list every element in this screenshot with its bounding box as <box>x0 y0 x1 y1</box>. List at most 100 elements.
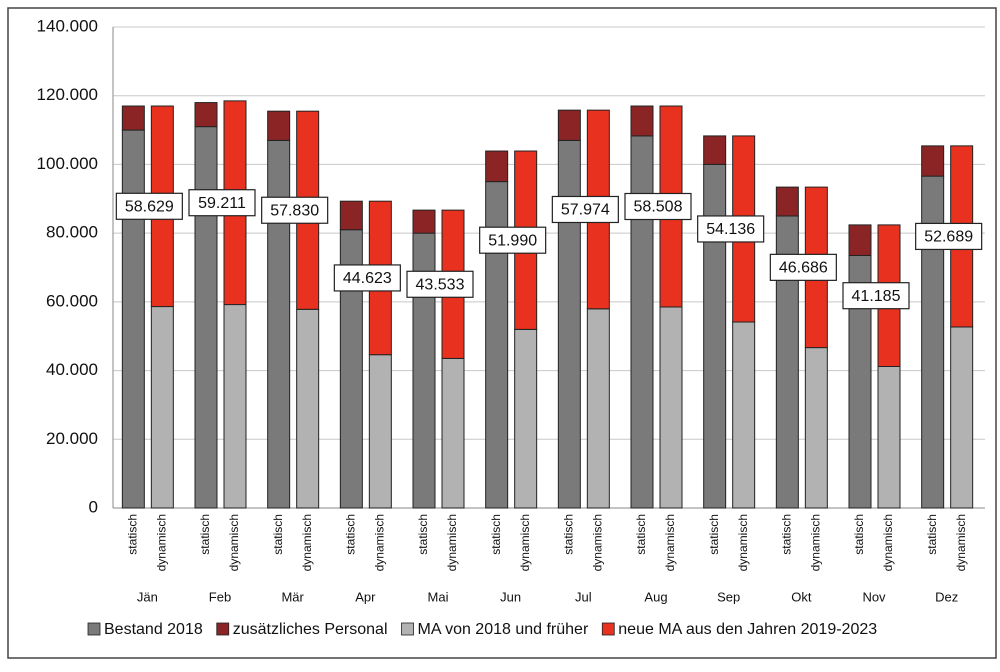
stack-label: statisch <box>634 514 648 555</box>
bar-segment <box>339 200 363 231</box>
stack-label: statisch <box>198 514 212 555</box>
value-label: 59.211 <box>198 195 246 212</box>
bar-segment <box>557 109 581 141</box>
bar-segment <box>630 105 654 137</box>
bar-segment <box>514 328 538 509</box>
x-tick-label: Nov <box>862 589 886 604</box>
x-tick-label: Jul <box>575 589 592 604</box>
x-tick-label: Okt <box>791 589 812 604</box>
bar-segment <box>659 306 683 509</box>
bar-segment <box>267 110 291 141</box>
x-tick-label: Mär <box>281 589 304 604</box>
value-label-box <box>551 195 619 224</box>
bar-segment <box>485 150 509 183</box>
value-label: 58.629 <box>125 199 174 216</box>
x-tick-label: Aug <box>644 589 667 604</box>
bar-segment <box>921 145 945 177</box>
stack-label: dynamisch <box>227 514 241 571</box>
value-label-box <box>842 282 910 310</box>
y-tick-label: 100.000 <box>37 154 98 173</box>
stack-label: dynamisch <box>663 514 677 571</box>
bar-segment <box>368 354 392 509</box>
stack-label: dynamisch <box>591 514 605 571</box>
value-label: 43.533 <box>416 276 465 293</box>
x-tick-label: Dez <box>935 589 958 604</box>
value-label-box <box>261 196 329 224</box>
bar-segment <box>877 366 901 509</box>
value-label: 52.689 <box>924 229 973 246</box>
bar-segment <box>121 105 145 131</box>
bar-segment <box>194 126 218 509</box>
x-tick-label: Apr <box>355 589 376 604</box>
stack-label: statisch <box>562 514 576 555</box>
legend: Bestand 2018 zusätzliches Personal MA von … <box>87 621 877 638</box>
legend-label: MA von 2018 und früher <box>418 621 589 638</box>
value-label: 46.686 <box>779 260 828 277</box>
value-label-box <box>915 222 983 251</box>
value-label-box <box>624 192 692 221</box>
stack-label: statisch <box>925 514 939 555</box>
stack-label: dynamisch <box>881 514 895 571</box>
value-label-box <box>769 253 837 281</box>
bar-segment <box>732 321 756 509</box>
bar-segment <box>223 304 247 509</box>
bar-segment <box>775 186 799 217</box>
stack-label: statisch <box>126 514 140 555</box>
bar-segment <box>950 326 974 509</box>
value-label-box <box>188 189 256 217</box>
bar-segment <box>703 135 727 165</box>
bar-segment <box>586 308 610 509</box>
stack-label: statisch <box>707 514 721 555</box>
stack-label: statisch <box>780 514 794 555</box>
y-tick-label: 20.000 <box>46 429 98 448</box>
x-tick-label: Jun <box>500 589 521 604</box>
stack-label: dynamisch <box>373 514 387 571</box>
bar-segment <box>150 306 174 509</box>
stack-label: statisch <box>416 514 430 555</box>
y-tick-label: 140.000 <box>37 16 98 35</box>
y-tick-label: 120.000 <box>37 85 98 104</box>
stack-label: dynamisch <box>809 514 823 571</box>
bar-segment <box>296 308 320 509</box>
value-label: 41.185 <box>852 288 901 305</box>
stack-label: dynamisch <box>518 514 532 571</box>
value-label-box <box>697 215 765 243</box>
chart-frame <box>7 7 997 659</box>
legend-swatch <box>601 622 615 636</box>
value-label: 58.508 <box>634 199 683 216</box>
legend-label: Bestand 2018 <box>104 621 203 638</box>
value-label: 57.974 <box>561 202 610 219</box>
value-label: 51.990 <box>488 232 537 249</box>
value-label: 57.830 <box>270 202 319 219</box>
bar-segment <box>804 347 828 509</box>
y-tick-label: 80.000 <box>46 223 98 242</box>
legend-swatch <box>87 622 101 636</box>
bar-segment <box>194 102 218 128</box>
legend-label: neue MA aus den Jahren 2019-2023 <box>618 621 877 638</box>
value-label-box <box>115 192 183 220</box>
stack-label: dynamisch <box>300 514 314 571</box>
stack-label: statisch <box>344 514 358 555</box>
stack-label: statisch <box>852 514 866 555</box>
x-tick-label: Sep <box>717 589 740 604</box>
bar-segment <box>441 357 465 509</box>
y-tick-label: 40.000 <box>46 360 98 379</box>
bar-segment <box>267 139 291 509</box>
bar-segment <box>848 224 872 256</box>
legend-label: zusätzliches Personal <box>233 621 388 638</box>
value-label-box <box>406 270 474 298</box>
stack-label: dynamisch <box>736 514 750 571</box>
bar-segment <box>630 135 654 509</box>
x-tick-label: Mai <box>428 589 449 604</box>
value-label: 54.136 <box>706 221 755 238</box>
bar-segment <box>121 129 145 509</box>
stack-label: dynamisch <box>445 514 459 571</box>
legend-swatch <box>401 622 414 636</box>
value-label-box <box>479 226 547 254</box>
bar-segment <box>557 139 581 509</box>
stack-label: statisch <box>271 514 285 555</box>
x-tick-label: Feb <box>209 589 231 604</box>
y-tick-label: 60.000 <box>46 291 98 310</box>
stack-label: statisch <box>489 514 503 555</box>
